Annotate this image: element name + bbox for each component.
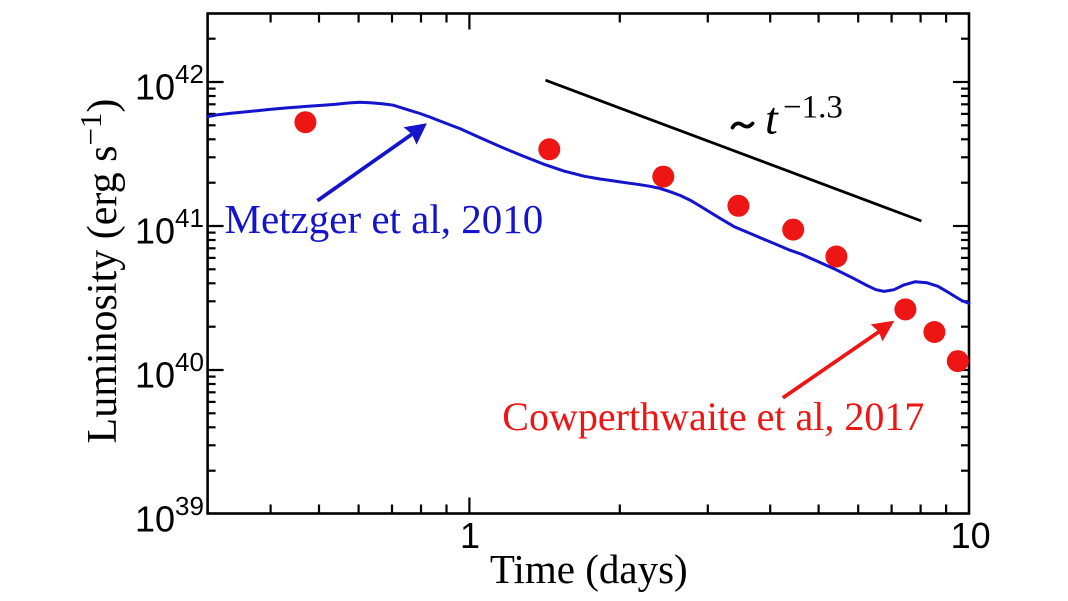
svg-text:1: 1 — [460, 515, 480, 556]
svg-text:Luminosity (erg s−1): Luminosity (erg s−1) — [73, 99, 126, 444]
svg-text:−1.3: −1.3 — [783, 90, 843, 126]
svg-text:t: t — [765, 93, 779, 144]
svg-text:Cowperthwaite et al, 2017: Cowperthwaite et al, 2017 — [502, 394, 924, 439]
svg-text:10: 10 — [951, 515, 991, 556]
svg-text:Metzger et al, 2010: Metzger et al, 2010 — [225, 196, 544, 242]
svg-text:Time (days): Time (days) — [490, 546, 688, 592]
svg-text:1039: 1039 — [135, 491, 204, 540]
